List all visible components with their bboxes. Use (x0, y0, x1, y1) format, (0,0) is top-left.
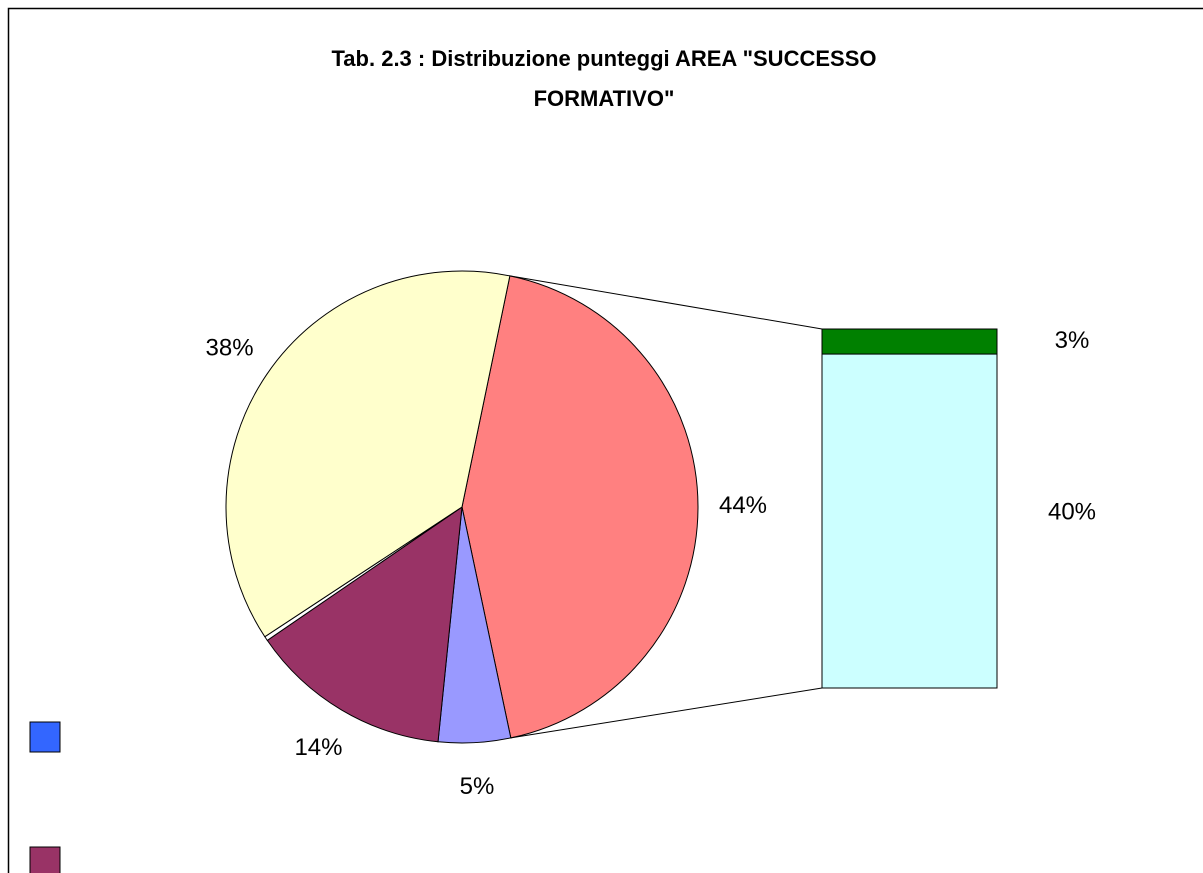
data-label: 40% (1048, 498, 1096, 525)
data-label: 3% (1055, 327, 1090, 354)
data-label: 38% (206, 334, 254, 361)
bar-segment (821, 328, 998, 355)
connector (509, 275, 823, 330)
chart-title: Tab. 2.3 : Distribuzione punteggi AREA "… (332, 46, 877, 111)
connector (510, 687, 823, 739)
pie-slice (461, 275, 699, 739)
data-label: 44% (719, 492, 767, 519)
legend-marker (29, 721, 61, 753)
bar-segment (821, 353, 998, 689)
pie-slice (225, 270, 511, 638)
pie-slice (266, 505, 463, 743)
legend-marker (29, 846, 61, 873)
data-label: 5% (460, 773, 495, 800)
data-label: 14% (294, 734, 342, 761)
